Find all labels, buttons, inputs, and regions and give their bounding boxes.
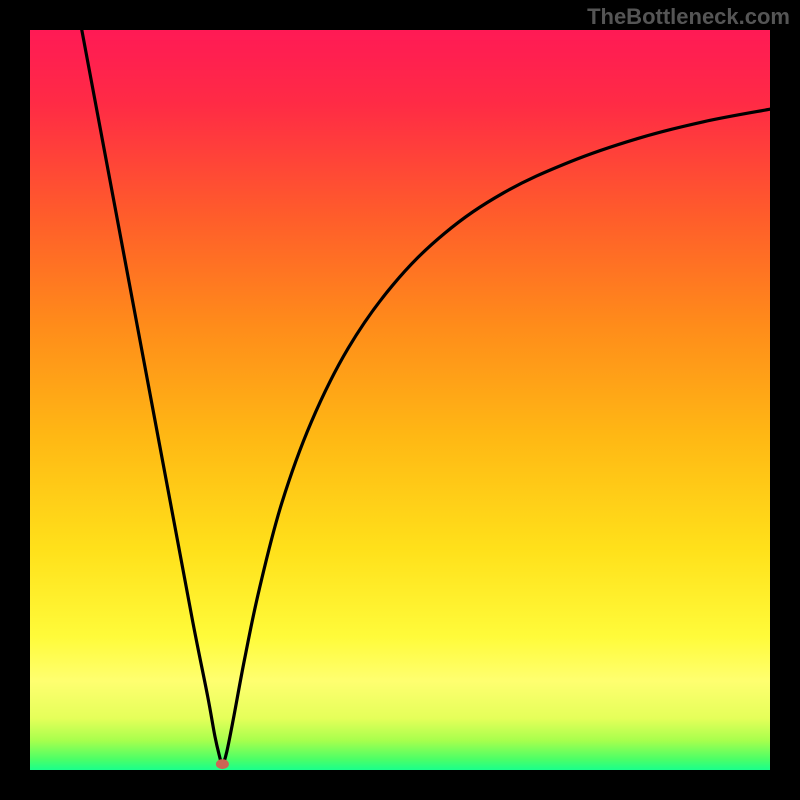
right-branch [222, 109, 770, 767]
left-branch [82, 30, 223, 767]
curve-layer [30, 30, 770, 770]
plot-area [30, 30, 770, 770]
minimum-marker [216, 760, 228, 769]
watermark-text: TheBottleneck.com [587, 4, 790, 30]
chart-frame: TheBottleneck.com [0, 0, 800, 800]
